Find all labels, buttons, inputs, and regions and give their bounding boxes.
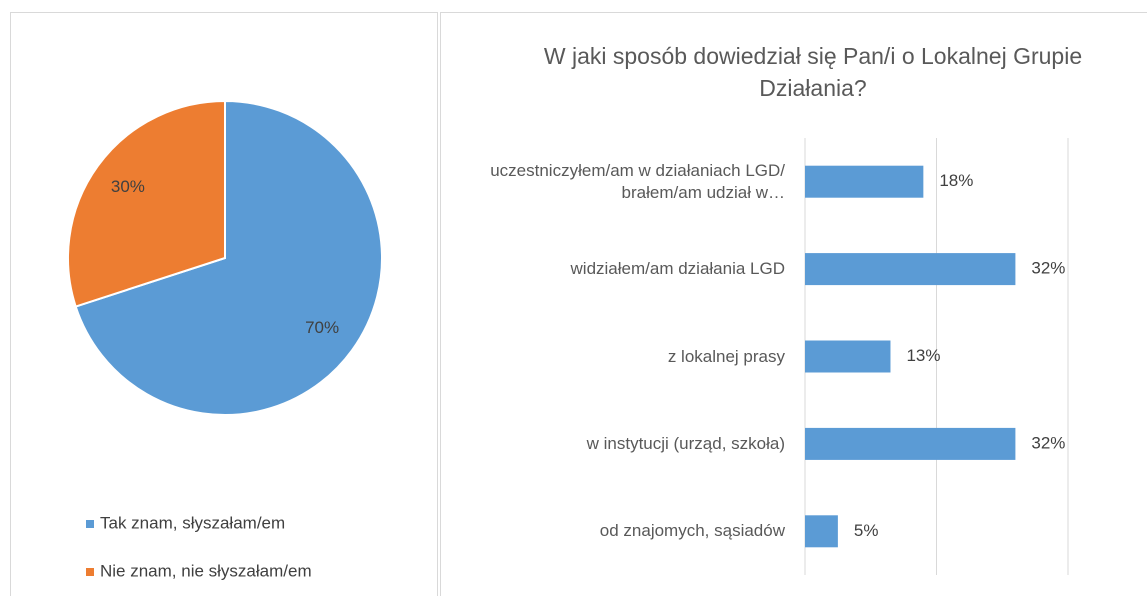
bar [805,253,1016,286]
data-label: 18% [939,171,973,190]
bar [805,427,1016,460]
data-label: 30% [111,177,145,196]
pie-slice [74,99,383,416]
data-label: 32% [1031,259,1065,278]
pie-slice [67,99,226,308]
y-tick-label: z lokalnej prasy [667,346,785,366]
data-label: 13% [906,346,940,365]
bar [805,515,838,548]
legend-label: Nie znam, nie słyszałam/em [100,561,312,580]
legend-label: Tak znam, słyszałam/em [100,513,285,532]
bar [805,165,924,198]
pie-panel [10,12,438,596]
bar-panel [440,12,1147,596]
y-tick-label: widziałem/am działania LGD [570,259,785,279]
legend-marker [86,520,94,528]
data-label: 32% [1031,433,1065,452]
data-label: 5% [854,521,879,540]
y-tick-label: od znajomych, sąsiadów [599,521,785,541]
bar [805,340,891,373]
data-label: 70% [305,318,339,337]
y-tick-label: w instytucji (urząd, szkoła) [586,433,785,453]
y-tick-label: uczestniczyłem/am w działaniach LGD/ bra… [490,160,785,202]
chart-title: W jaki sposób dowiedział się Pan/i o Lok… [543,43,1083,101]
legend-marker [86,568,94,576]
